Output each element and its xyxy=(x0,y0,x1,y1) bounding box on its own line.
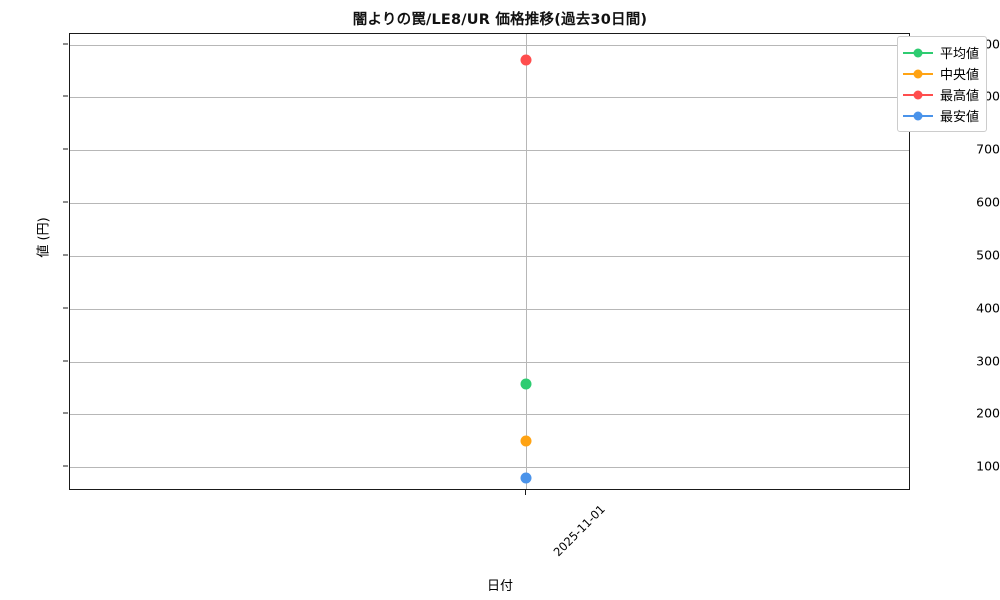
chart-legend: 平均値中央値最高値最安値 xyxy=(897,36,988,132)
gridline-horizontal xyxy=(70,308,909,310)
legend-item-label: 最高値 xyxy=(940,89,980,104)
legend-item-label: 中央値 xyxy=(940,68,980,83)
y-axis-tick-mark xyxy=(63,412,68,414)
legend-marker-icon xyxy=(903,89,933,101)
gridline-horizontal xyxy=(70,467,909,469)
y-axis-tick-mark xyxy=(63,95,68,97)
chart-title: 闇よりの罠/LE8/UR 価格推移(過去30日間) xyxy=(352,12,648,28)
y-axis-tick-mark xyxy=(63,201,68,203)
gridline-horizontal xyxy=(70,44,909,46)
legend-item[interactable]: 中央値 xyxy=(903,63,979,84)
data-point xyxy=(520,435,532,447)
y-axis-tick-label: 500 xyxy=(976,247,1000,263)
y-axis-tick-mark xyxy=(63,43,68,45)
y-axis-tick-mark xyxy=(63,307,68,309)
y-axis-tick-mark xyxy=(63,465,68,467)
y-axis-tick-label: 600 xyxy=(976,194,1000,210)
gridline-horizontal xyxy=(70,150,909,152)
data-point xyxy=(520,472,532,484)
plot-area xyxy=(69,33,910,490)
legend-item[interactable]: 最高値 xyxy=(903,84,979,105)
x-axis-label: 日付 xyxy=(486,579,513,594)
y-axis-tick-mark xyxy=(63,254,68,256)
y-axis-tick-label: 300 xyxy=(976,353,1000,369)
y-axis-label: 値 (円) xyxy=(36,217,52,258)
y-axis-tick-label: 100 xyxy=(976,458,1000,474)
gridline-horizontal xyxy=(70,255,909,257)
y-axis-tick-mark xyxy=(63,148,68,150)
x-axis-tick-mark xyxy=(524,490,526,495)
data-point xyxy=(520,378,532,390)
legend-item-label: 最安値 xyxy=(940,110,980,125)
data-point xyxy=(520,54,532,66)
y-axis-tick-label: 200 xyxy=(976,405,1000,421)
gridline-horizontal xyxy=(70,97,909,99)
gridline-vertical xyxy=(525,34,527,489)
legend-item[interactable]: 平均値 xyxy=(903,42,979,63)
legend-marker-icon xyxy=(903,68,933,80)
y-axis-tick-label: 400 xyxy=(976,300,1000,316)
gridline-horizontal xyxy=(70,361,909,363)
x-axis-tick-label: 2025-11-01 xyxy=(550,502,608,560)
legend-item[interactable]: 最安値 xyxy=(903,105,979,126)
gridline-horizontal xyxy=(70,203,909,205)
gridline-horizontal xyxy=(70,414,909,416)
legend-marker-icon xyxy=(903,110,933,122)
y-axis-tick-mark xyxy=(63,360,68,362)
legend-marker-icon xyxy=(903,47,933,59)
y-axis-tick-label: 700 xyxy=(976,141,1000,157)
legend-item-label: 平均値 xyxy=(940,47,980,62)
